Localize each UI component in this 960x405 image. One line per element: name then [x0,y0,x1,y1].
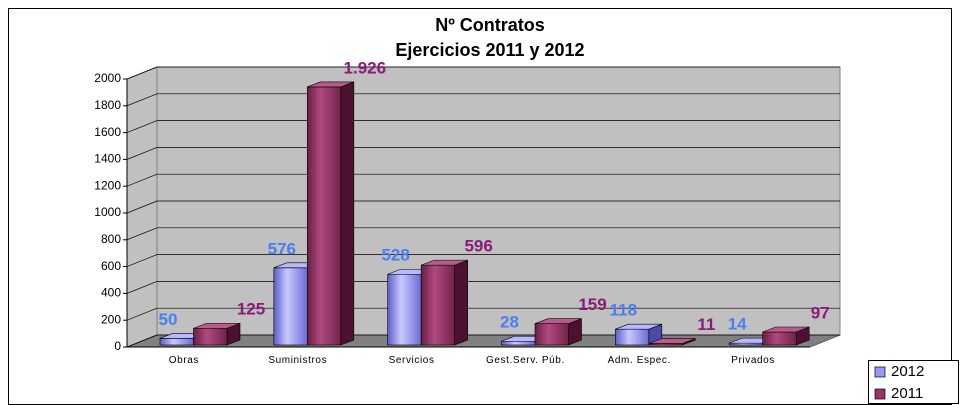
bar-top [648,338,696,344]
chart-title: Nº Contratos [435,15,545,35]
grid-line [126,200,158,214]
bar-top [615,323,662,330]
bar [420,259,468,346]
data-label: 1.926 [344,58,387,77]
y-tick-label: 0 [114,339,121,353]
bar [762,326,810,346]
grid-line [126,93,158,107]
bar-front [615,328,650,346]
grid-line [126,147,158,160]
y-tick-label: 2000 [94,71,121,85]
bar-front [159,337,194,346]
bar-front [420,264,455,346]
bar [648,338,696,346]
bar-front [273,267,308,346]
data-label: 596 [464,237,492,256]
y-tick-label: 200 [101,312,121,326]
y-tick-label: 1600 [94,125,121,139]
grid-line [126,227,158,241]
legend-swatch [874,388,886,400]
x-tick-label: Gest.Serv. Púb. [485,355,565,366]
bar-front [534,323,569,346]
bar [534,318,582,346]
bar-side [454,259,468,346]
data-label: 528 [381,246,409,265]
data-label: 125 [237,300,265,319]
grid-line [126,66,158,80]
data-label: 97 [811,303,830,322]
y-tick-label: 1400 [94,152,121,166]
grid-line [126,254,158,267]
bar [307,81,355,346]
legend-label: 2012 [891,363,924,380]
bar-top [762,326,810,333]
y-tick-label: 1800 [94,98,121,112]
grid-line [126,281,158,294]
bar-top [534,318,582,324]
bar [193,322,241,346]
data-label: 118 [610,301,637,320]
grid-line [126,307,158,321]
bar-front [307,86,342,346]
grid-line [126,334,158,348]
x-tick-label: Adm. Espec. [607,355,671,366]
legend-swatch [874,366,886,378]
x-tick-label: Suministros [268,355,328,366]
bar-front [387,273,422,346]
data-label: 159 [578,295,606,314]
bar-front [762,331,797,346]
data-label: 50 [159,310,178,329]
y-tick-label: 1200 [94,178,121,192]
x-tick-label: Servicios [388,355,435,366]
legend-label: 2011 [891,385,923,402]
bar-front [193,327,228,346]
legend: 2012 2011 [868,360,959,404]
bar-front [501,340,536,346]
y-tick-label: 800 [101,232,121,246]
bar-top [421,259,468,266]
grid-line [126,173,158,187]
data-label: 28 [500,313,519,332]
data-label: 14 [728,315,747,334]
data-label: 11 [697,315,715,334]
bar-side [340,81,355,346]
y-tick-label: 400 [101,286,121,300]
grid-line [126,120,158,133]
y-tick-label: 1000 [94,205,121,219]
bar [615,323,663,346]
bar-top [193,322,241,329]
x-tick-label: Privados [731,355,775,366]
bar-top [307,81,354,88]
chart-subtitle: Ejercicios 2011 y 2012 [395,40,584,60]
y-tick-label: 600 [101,259,121,273]
data-label: 576 [268,239,296,258]
x-tick-label: Obras [168,355,200,366]
